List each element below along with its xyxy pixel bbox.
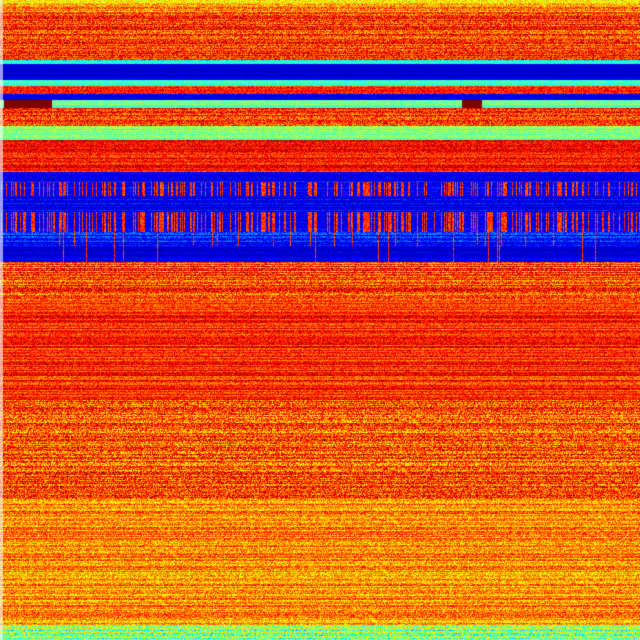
heatmap-image — [0, 0, 640, 640]
